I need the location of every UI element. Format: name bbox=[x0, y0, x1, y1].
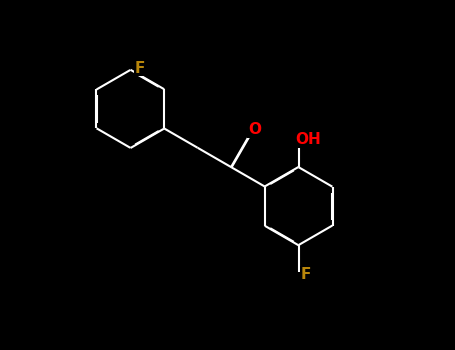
Text: OH: OH bbox=[295, 133, 321, 147]
Text: F: F bbox=[300, 267, 311, 282]
Text: O: O bbox=[248, 122, 261, 137]
Text: F: F bbox=[135, 61, 145, 76]
